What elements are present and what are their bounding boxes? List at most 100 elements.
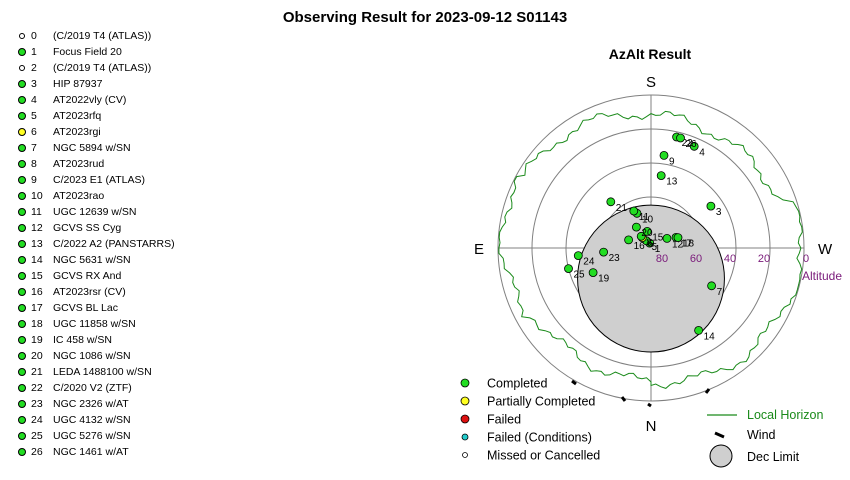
target-number: 22 xyxy=(31,382,43,394)
target-number: 3 xyxy=(31,78,37,90)
cardinal-top-label: S xyxy=(646,74,656,91)
status-dot-icon xyxy=(18,256,26,264)
legend-failed-label: Failed xyxy=(487,413,521,427)
target-point xyxy=(606,197,616,207)
target-point xyxy=(662,233,672,243)
legend-missed-label: Missed or Cancelled xyxy=(487,449,600,463)
status-dot-icon xyxy=(18,384,26,392)
status-legend: Completed Partially Completed Failed Failed… xyxy=(460,377,600,463)
target-name: (C/2019 T4 (ATLAS)) xyxy=(53,62,152,74)
target-point xyxy=(676,133,685,143)
cardinal-right-label: W xyxy=(818,241,833,258)
target-name: NGC 2326 w/AT xyxy=(53,398,129,410)
wind-tick-icon xyxy=(571,379,577,386)
point-label: 14 xyxy=(704,331,716,342)
point-label: 20 xyxy=(641,228,653,239)
status-dot-icon xyxy=(18,288,26,296)
target-number: 21 xyxy=(31,366,43,378)
target-name: AT2022vly (CV) xyxy=(53,94,127,106)
status-dot-icon xyxy=(18,320,26,328)
point-label: 1 xyxy=(655,244,661,255)
cardinal-labels: S N E W xyxy=(474,74,833,435)
legend-dec-limit-icon xyxy=(709,444,733,468)
point-label: 4 xyxy=(699,147,705,158)
cardinal-bottom-label: N xyxy=(646,418,657,435)
point-label: 12 xyxy=(672,239,684,250)
target-number: 25 xyxy=(31,430,43,442)
status-dot-icon xyxy=(18,192,26,200)
status-dot-icon xyxy=(18,112,26,120)
target-name: GCVS BL Lac xyxy=(53,302,118,314)
chart-title: AzAlt Result xyxy=(609,46,692,62)
target-number: 0 xyxy=(31,30,37,42)
altitude-tick-label: 0 xyxy=(803,253,809,265)
status-dot-icon xyxy=(18,448,26,456)
legend-completed-label: Completed xyxy=(487,377,547,391)
target-name: AT2023rud xyxy=(53,158,105,170)
target-name: HIP 87937 xyxy=(53,78,103,90)
status-dot-icon xyxy=(18,176,26,184)
status-dot-icon xyxy=(18,128,26,136)
status-dot-icon xyxy=(18,272,26,280)
target-number: 6 xyxy=(31,126,37,138)
point-label: 22 xyxy=(682,138,694,149)
legend-completed-icon xyxy=(460,378,470,388)
target-name: (C/2019 T4 (ATLAS)) xyxy=(53,30,152,42)
status-dot-icon xyxy=(18,304,26,312)
point-label: 17 xyxy=(681,238,693,249)
target-name: C/2023 E1 (ATLAS) xyxy=(53,174,146,186)
target-number: 15 xyxy=(31,270,43,282)
target-name: C/2022 A2 (PANSTARRS) xyxy=(53,238,175,250)
target-number: 14 xyxy=(31,254,43,266)
point-label: 18 xyxy=(683,239,695,250)
target-name: UGC 12639 w/SN xyxy=(53,206,137,218)
wind-markers xyxy=(571,379,711,408)
local-horizon-line xyxy=(498,110,803,389)
target-name: LEDA 1488100 w/SN xyxy=(53,366,152,378)
point-label: 8 xyxy=(646,237,652,248)
target-point xyxy=(632,222,641,232)
target-name: GCVS SS Cyg xyxy=(53,222,122,234)
target-name: UGC 5276 w/SN xyxy=(53,430,131,442)
target-name: AT2023rfq xyxy=(53,110,102,122)
target-name: UGC 11858 w/SN xyxy=(53,318,136,330)
status-dot-icon xyxy=(18,432,26,440)
point-label: 11 xyxy=(639,212,650,223)
target-name: NGC 1086 w/SN xyxy=(53,350,131,362)
status-dot-icon xyxy=(18,336,26,344)
target-name: NGC 5631 w/SN xyxy=(53,254,131,266)
status-dot-icon xyxy=(18,96,26,104)
target-name: C/2020 V2 (ZTF) xyxy=(53,382,132,394)
point-label: 25 xyxy=(574,270,586,281)
legend-wind-label: Wind xyxy=(747,428,776,442)
point-label: 24 xyxy=(583,257,595,268)
point-label: 16 xyxy=(634,241,646,252)
target-point xyxy=(673,233,683,243)
legend-partial-icon xyxy=(460,396,470,406)
target-number: 4 xyxy=(31,94,37,106)
target-name: GCVS RX And xyxy=(53,270,122,282)
legend-failed-icon xyxy=(460,414,470,424)
status-dot-icon xyxy=(18,144,26,152)
point-label: 6 xyxy=(647,239,653,250)
target-name: IC 458 w/SN xyxy=(53,334,112,346)
altitude-axis-label: Altitude xyxy=(802,269,842,283)
target-point xyxy=(636,231,646,241)
target-name: Focus Field 20 xyxy=(53,46,122,58)
point-label: 7 xyxy=(717,287,723,298)
target-number: 13 xyxy=(31,238,43,250)
altitude-tick-label: 20 xyxy=(758,253,770,265)
target-number: 7 xyxy=(31,142,37,154)
target-point xyxy=(629,206,639,216)
target-number: 5 xyxy=(31,110,37,122)
status-dot-icon xyxy=(18,224,26,232)
target-number: 8 xyxy=(31,158,37,170)
target-point xyxy=(706,201,716,211)
point-label: 3 xyxy=(716,207,722,218)
point-label: 5 xyxy=(652,242,658,253)
legend-missed-icon xyxy=(462,452,468,458)
target-point xyxy=(689,141,699,151)
target-number: 12 xyxy=(31,222,43,234)
